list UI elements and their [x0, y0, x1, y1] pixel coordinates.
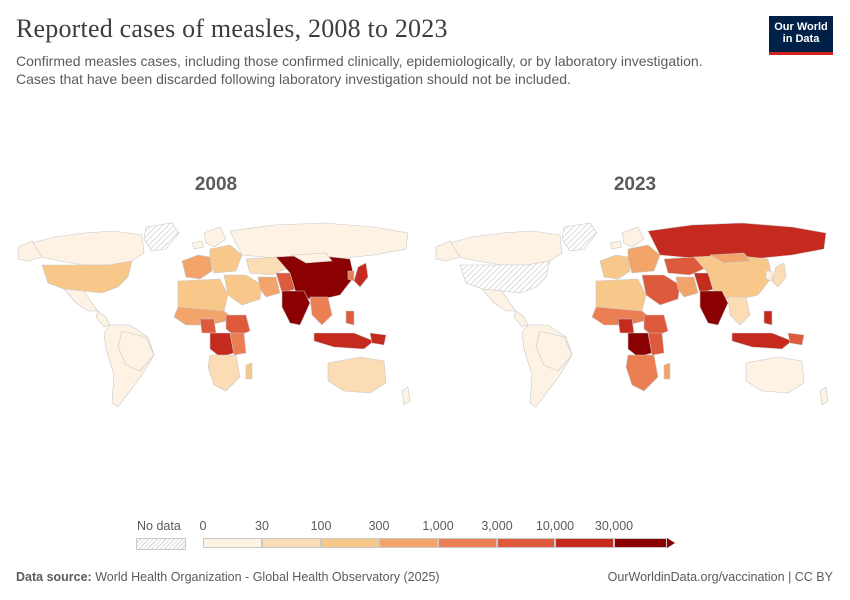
europe-west [599, 254, 631, 280]
europe-west [181, 254, 213, 280]
logo-line-2: in Data [782, 33, 820, 45]
korea [765, 270, 773, 282]
alaska [435, 240, 461, 262]
russia [647, 222, 827, 260]
nigeria [199, 318, 217, 334]
mongolia [708, 252, 751, 264]
legend-color-scale [203, 538, 675, 550]
chart-subtitle: Confirmed measles cases, including those… [16, 52, 756, 88]
footer-url[interactable]: OurWorldinData.org/vaccination | CC BY [607, 570, 833, 584]
legend-tick-30: 30 [255, 519, 269, 533]
legend-tick-0: 0 [199, 519, 207, 533]
greenland [561, 222, 598, 252]
iran [675, 276, 699, 298]
subtitle-line-2: Cases that have been discarded following… [16, 71, 571, 87]
se-asia [727, 296, 751, 326]
legend-tick-3000: 3,000 [481, 519, 513, 533]
legend-tick-300: 300 [368, 519, 390, 533]
owid-logo[interactable]: Our World in Data [769, 16, 833, 55]
usa [41, 260, 133, 294]
iran [257, 276, 281, 298]
mongolia [290, 252, 333, 264]
map-legend[interactable]: No data 0 30 100 300 1,000 3,000 10,000 … [130, 516, 690, 556]
russia [229, 222, 409, 260]
japan [353, 262, 369, 288]
nigeria [617, 318, 635, 334]
logo-line-1: Our World [774, 21, 828, 33]
iceland [609, 240, 623, 250]
greenland [143, 222, 180, 252]
legend-bin-5[interactable] [438, 538, 497, 548]
legend-bin-2[interactable] [262, 538, 321, 548]
scandinavia [203, 226, 227, 248]
no-data-swatch[interactable] [136, 538, 186, 550]
canada [31, 230, 145, 266]
world-map-2023[interactable] [432, 215, 840, 425]
source-label: Data source: [16, 570, 92, 584]
europe-east [209, 244, 243, 274]
mexico [63, 288, 99, 312]
philippines [763, 310, 773, 326]
central-america [513, 310, 529, 328]
usa [459, 260, 551, 294]
canada [449, 230, 563, 266]
india [699, 290, 729, 326]
australia [327, 356, 387, 394]
se-asia [309, 296, 333, 326]
chart-title: Reported cases of measles, 2008 to 2023 [16, 14, 448, 43]
philippines [345, 310, 355, 326]
legend-bin-1[interactable] [203, 538, 262, 548]
data-source: Data source: World Health Organization -… [16, 570, 440, 584]
indonesia [313, 332, 375, 350]
japan [771, 262, 787, 288]
mexico [481, 288, 517, 312]
east-africa [229, 332, 247, 356]
kazakhstan [245, 256, 291, 276]
scandinavia [621, 226, 645, 248]
new-zealand [819, 386, 829, 406]
legend-bin-7[interactable] [555, 538, 614, 548]
madagascar [663, 362, 671, 380]
subtitle-line-1: Confirmed measles cases, including those… [16, 53, 703, 69]
middle-east [641, 274, 681, 306]
indonesia [731, 332, 793, 350]
new-zealand [401, 386, 411, 406]
legend-tick-30000: 30,000 [594, 519, 634, 533]
iceland [191, 240, 205, 250]
europe-east [627, 244, 661, 274]
legend-bin-8[interactable] [614, 538, 667, 548]
legend-arrow-icon [667, 538, 675, 548]
source-text[interactable]: World Health Organization - Global Healt… [95, 570, 440, 584]
png [787, 332, 805, 346]
australia [745, 356, 805, 394]
world-map-2008[interactable] [14, 215, 422, 425]
middle-east [223, 274, 263, 306]
png [369, 332, 387, 346]
kazakhstan [663, 256, 709, 276]
brazil [535, 330, 573, 372]
madagascar [245, 362, 253, 380]
alaska [17, 240, 43, 262]
legend-tick-100: 100 [310, 519, 332, 533]
map-year-2008: 2008 [194, 174, 238, 195]
legend-tick-10000: 10,000 [535, 519, 575, 533]
legend-tick-1000: 1,000 [422, 519, 454, 533]
southern-africa [207, 354, 241, 392]
korea [347, 270, 355, 282]
india [281, 290, 311, 326]
map-year-2023: 2023 [613, 174, 657, 195]
southern-africa [625, 354, 659, 392]
legend-bin-4[interactable] [379, 538, 438, 548]
legend-bin-3[interactable] [321, 538, 379, 548]
legend-bin-6[interactable] [497, 538, 555, 548]
east-africa [647, 332, 665, 356]
no-data-label: No data [137, 519, 181, 533]
central-america [95, 310, 111, 328]
brazil [117, 330, 155, 372]
